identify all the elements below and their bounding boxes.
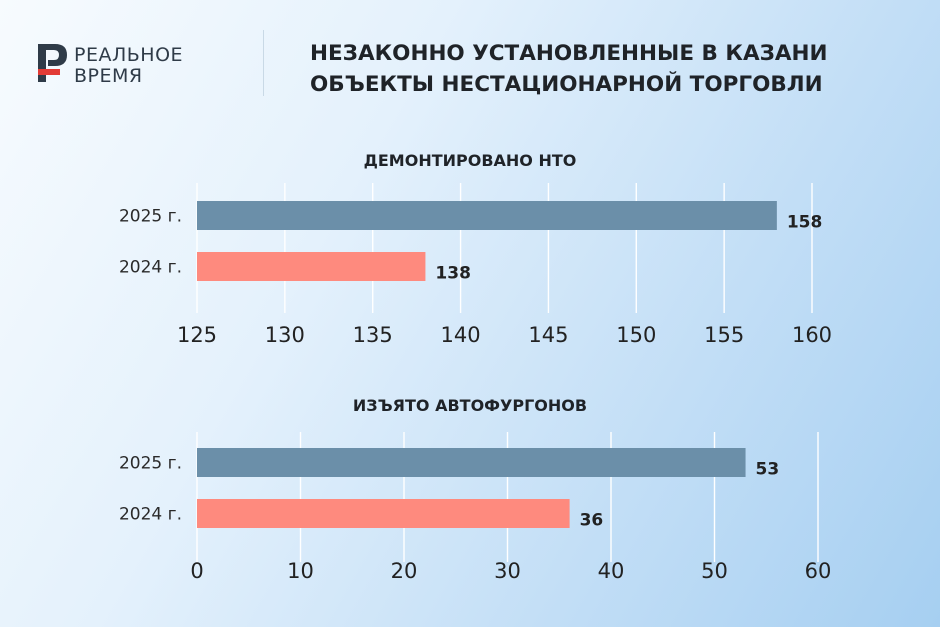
chart-1-data-label: 158 bbox=[787, 213, 823, 233]
chart-2-x-tick-label: 20 bbox=[391, 559, 418, 583]
chart-2-category-label: 2025 г. bbox=[119, 454, 182, 474]
chart-1-x-tick-label: 125 bbox=[177, 323, 217, 347]
chart-2-x-tick-label: 60 bbox=[805, 559, 832, 583]
brand-line-1: РЕАЛЬНОЕ bbox=[74, 44, 184, 66]
chart-2-bar bbox=[197, 448, 746, 477]
chart-2-category-label: 2024 г. bbox=[119, 505, 182, 525]
chart-1-x-tick-label: 130 bbox=[265, 323, 305, 347]
chart-2-x-tick-label: 30 bbox=[494, 559, 521, 583]
chart-2-x-tick-label: 0 bbox=[190, 559, 203, 583]
chart-1-bar bbox=[197, 201, 777, 230]
chart-2-bar bbox=[197, 499, 570, 528]
chart-1-x-tick-label: 150 bbox=[616, 323, 656, 347]
chart-2-title: ИЗЪЯТО АВТОФУРГОНОВ bbox=[353, 396, 587, 415]
brand-name: РЕАЛЬНОЕ ВРЕМЯ bbox=[74, 45, 183, 87]
chart-2-data-label: 53 bbox=[756, 460, 780, 480]
chart-1-x-tick-label: 160 bbox=[792, 323, 832, 347]
chart-2-data-label: 36 bbox=[580, 511, 604, 531]
chart-1-data-label: 138 bbox=[435, 264, 471, 284]
page-title: НЕЗАКОННО УСТАНОВЛЕННЫЕ В КАЗАНИ ОБЪЕКТЫ… bbox=[310, 38, 827, 100]
brand-logo-icon bbox=[38, 44, 67, 82]
chart-1-title: ДЕМОНТИРОВАНО НТО bbox=[364, 151, 577, 170]
chart-1-category-label: 2024 г. bbox=[119, 258, 182, 278]
chart-2-x-tick-label: 10 bbox=[287, 559, 314, 583]
chart-1-x-tick-label: 155 bbox=[704, 323, 744, 347]
chart-1-x-tick-label: 135 bbox=[353, 323, 393, 347]
chart-1-bar bbox=[197, 252, 426, 281]
chart-1-x-tick-label: 140 bbox=[441, 323, 481, 347]
brand-line-2: ВРЕМЯ bbox=[74, 65, 143, 87]
chart-2-x-tick-label: 50 bbox=[701, 559, 728, 583]
chart-2-x-tick-label: 40 bbox=[598, 559, 625, 583]
header-divider bbox=[263, 30, 264, 96]
page-title-line-2: ОБЪЕКТЫ НЕСТАЦИОНАРНОЙ ТОРГОВЛИ bbox=[310, 72, 823, 97]
chart-1-category-label: 2025 г. bbox=[119, 207, 182, 227]
page-title-line-1: НЕЗАКОННО УСТАНОВЛЕННЫЕ В КАЗАНИ bbox=[310, 41, 828, 66]
chart-1-x-tick-label: 145 bbox=[528, 323, 568, 347]
